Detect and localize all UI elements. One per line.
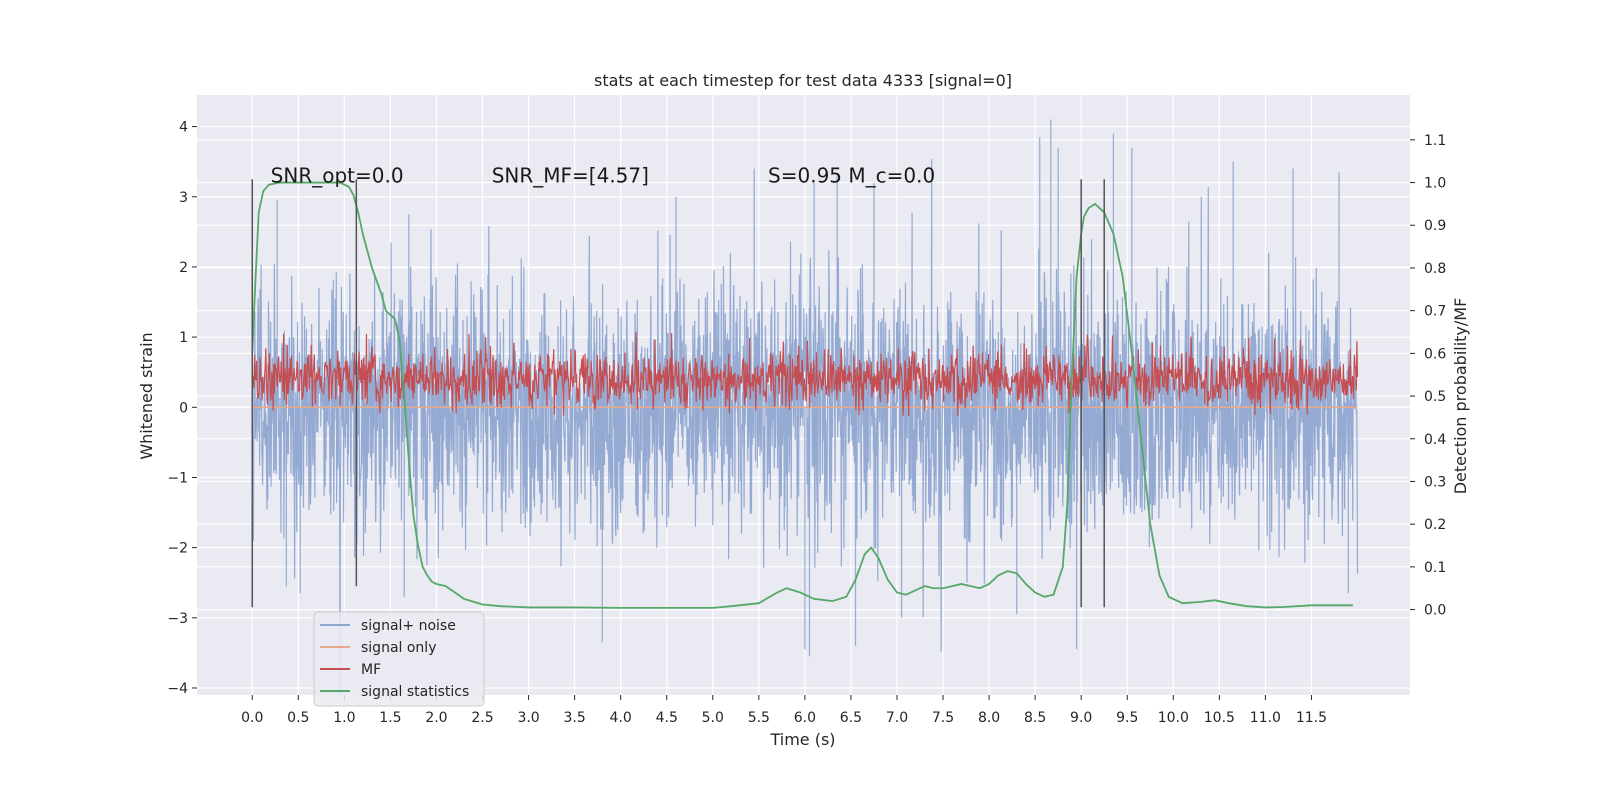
x-tick-label: 2.0 — [425, 710, 447, 726]
legend-box — [313, 611, 485, 707]
y-tick-label: −2 — [167, 541, 188, 557]
y-right-tick-label: 0.7 — [1424, 304, 1446, 320]
x-tick-label: 7.0 — [886, 710, 908, 726]
y-right-tick-labels: 0.0 0.1 0.2 0.3 0.4 0.5 0.6 0.7 0.8 0.9 1.0 1.1 — [1410, 133, 1446, 619]
x-tick-label: 5.0 — [702, 710, 724, 726]
x-tick-labels: 0.0 0.5 1.0 1.5 2.0 2.5 3.0 3.5 4.0 4.5 5.0 5.5 6.0 6… — [241, 695, 1327, 726]
y-tick-label: −1 — [167, 470, 188, 486]
chart-title: stats at each timestep for test data 433… — [594, 71, 1012, 90]
vertical-markers — [251, 179, 1105, 608]
x-tick-label: 1.5 — [379, 710, 401, 726]
y-tick-label: −4 — [167, 681, 188, 697]
y-right-axis-label: Detection probability/MF — [1451, 298, 1470, 495]
x-axis-label: Time (s) — [769, 730, 835, 749]
x-tick-label: 4.5 — [656, 710, 678, 726]
y-right-tick-label: 0.1 — [1424, 560, 1446, 576]
y-tick-label: 0 — [179, 400, 188, 416]
x-tick-label: 11.5 — [1296, 710, 1327, 726]
x-tick-label: 0.0 — [241, 710, 263, 726]
series-mf-line — [251, 332, 1359, 417]
legend-label: signal statistics — [361, 684, 469, 700]
x-tick-label: 8.0 — [978, 710, 1000, 726]
y-axis-label: Whitened strain — [137, 332, 156, 459]
y-right-tick-label: 0.6 — [1424, 346, 1446, 362]
series-signal-noise-line — [251, 119, 1359, 695]
y-right-tick-label: 0.0 — [1424, 603, 1446, 619]
x-tick-label: 5.5 — [748, 710, 770, 726]
x-tick-label: 3.0 — [517, 710, 539, 726]
y-right-tick-label: 1.0 — [1424, 176, 1446, 192]
legend-label: MF — [361, 662, 381, 678]
x-tick-label: 10.0 — [1158, 710, 1189, 726]
y-tick-labels: −4 −3 −2 −1 0 1 2 3 4 — [167, 120, 197, 697]
annotation-text: SNR_MF=[4.57] — [492, 164, 649, 188]
y-right-tick-label: 0.3 — [1424, 474, 1446, 490]
legend: signal+ noise signal only MF signal statist… — [313, 611, 485, 707]
y-right-tick-label: 0.5 — [1424, 389, 1446, 405]
x-tick-label: 9.5 — [1116, 710, 1138, 726]
y-right-tick-label: 0.9 — [1424, 218, 1446, 234]
series-signal-statistics-line — [251, 181, 1353, 609]
y-tick-label: 1 — [179, 330, 188, 346]
x-tick-label: 6.0 — [794, 710, 816, 726]
legend-label: signal only — [361, 640, 436, 656]
x-tick-label: 8.5 — [1024, 710, 1046, 726]
y-right-tick-label: 0.2 — [1424, 517, 1446, 533]
x-tick-label: 7.5 — [932, 710, 954, 726]
annotation-text: S=0.95 M_c=0.0 — [768, 164, 935, 188]
x-tick-label: 6.5 — [840, 710, 862, 726]
y-right-tick-label: 0.8 — [1424, 261, 1446, 277]
x-tick-label: 11.0 — [1250, 710, 1281, 726]
y-tick-label: −3 — [167, 611, 188, 627]
legend-label: signal+ noise — [361, 618, 456, 634]
annotation-text: SNR_opt=0.0 — [271, 164, 404, 188]
x-tick-label: 2.5 — [471, 710, 493, 726]
annotations: SNR_opt=0.0 SNR_MF=[4.57] S=0.95 M_c=0.0 — [271, 164, 936, 188]
y-right-tick-label: 0.4 — [1424, 432, 1446, 448]
y-tick-label: 2 — [179, 260, 188, 276]
series-layer — [251, 119, 1359, 695]
y-tick-label: 3 — [179, 190, 188, 206]
x-tick-label: 0.5 — [287, 710, 309, 726]
x-tick-label: 4.0 — [610, 710, 632, 726]
x-tick-label: 10.5 — [1204, 710, 1235, 726]
x-tick-label: 3.5 — [563, 710, 585, 726]
x-tick-label: 9.0 — [1070, 710, 1092, 726]
x-tick-label: 1.0 — [333, 710, 355, 726]
y-tick-label: 4 — [179, 120, 188, 136]
y-right-tick-label: 1.1 — [1424, 133, 1446, 149]
